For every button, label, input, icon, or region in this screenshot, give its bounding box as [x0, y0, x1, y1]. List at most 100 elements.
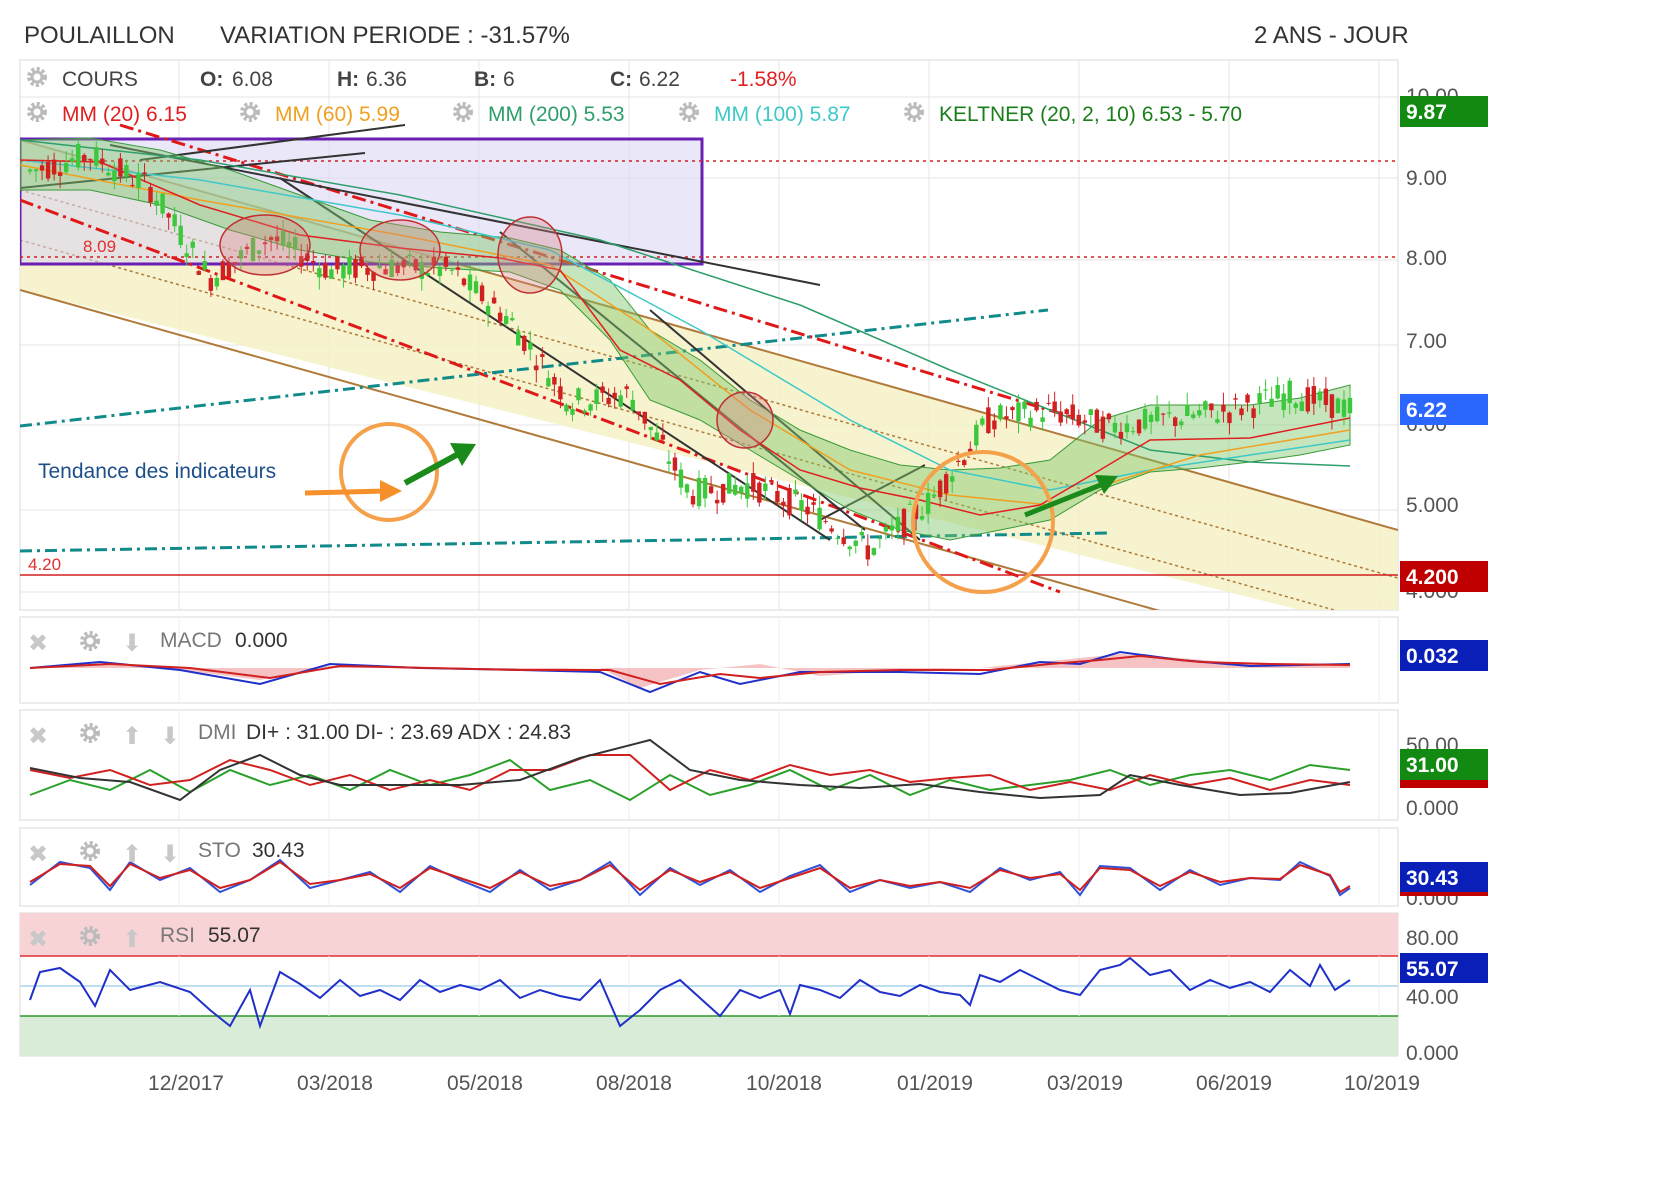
candle-body [714, 499, 720, 504]
candle-body [51, 159, 57, 175]
candle-body [365, 268, 370, 275]
legend-close: 6.22 [639, 68, 680, 91]
candle-body [1040, 417, 1045, 422]
arrow-up-icon[interactable]: ⬆ [122, 926, 142, 953]
candle-body [1251, 408, 1256, 418]
candle-body [1191, 414, 1196, 418]
candle-body [1046, 402, 1051, 404]
candle-body [540, 354, 545, 357]
candle-body [437, 267, 443, 277]
candle-body [94, 147, 99, 166]
candle-body [172, 214, 177, 227]
candle-body [383, 269, 388, 275]
candle-body [106, 172, 111, 176]
badge-last: 6.22 [1406, 399, 1447, 422]
candle-body [974, 424, 979, 446]
candle-body [335, 256, 340, 270]
candle-body [353, 258, 358, 278]
candle-body [202, 261, 207, 270]
candle-body [33, 169, 39, 172]
candle-body [214, 277, 220, 287]
arrow-down-icon[interactable]: ⬇ [160, 723, 180, 750]
x-tick: 05/2018 [447, 1072, 523, 1095]
candle-body [895, 516, 901, 531]
candle-body [980, 418, 985, 425]
candle-body [781, 501, 786, 506]
candle-body [913, 504, 919, 520]
arrow-up-icon[interactable]: ⬆ [122, 841, 142, 868]
candle-body [1239, 408, 1244, 416]
candle-body [359, 256, 364, 267]
candle-body [166, 213, 171, 218]
candle-body [582, 410, 587, 413]
candle-body [660, 434, 666, 440]
candle-body [642, 411, 647, 424]
orange-circle [911, 450, 1055, 594]
candle-body [184, 253, 189, 258]
period-selector[interactable]: 2 ANS - JOUR [1254, 22, 1409, 49]
candle-body [160, 193, 165, 214]
candle-body [811, 502, 816, 505]
svg-text:9.00: 9.00 [1406, 167, 1447, 190]
green-arrow [403, 449, 464, 486]
candle-body [1166, 412, 1172, 414]
candle-body [739, 486, 744, 494]
candle-body [1082, 420, 1087, 423]
close-icon[interactable]: ✖ [28, 630, 48, 657]
candle-body [931, 494, 937, 497]
candle-body [407, 254, 412, 257]
candle-body [1052, 401, 1057, 412]
candle-body [696, 477, 702, 507]
candle-body [799, 500, 804, 511]
candle-body [636, 411, 641, 415]
candle-body [1221, 404, 1226, 412]
trend-annotation: Tendance des indicateurs [38, 460, 276, 483]
candle-body [293, 236, 298, 250]
candle-body [317, 268, 322, 278]
arrow-down-icon[interactable]: ⬇ [122, 630, 142, 657]
close-icon[interactable]: ✖ [28, 926, 48, 953]
candle-body [859, 531, 864, 536]
candle-body [612, 392, 617, 399]
candle-body [919, 516, 925, 520]
candle-body [329, 269, 334, 279]
symbol-name: POULAILLON [24, 22, 175, 49]
candle-body [968, 448, 973, 453]
keltner-band [20, 137, 1351, 541]
candle-body [956, 460, 961, 463]
mm100-line [20, 159, 1351, 491]
candle-body [323, 263, 328, 278]
candle-body [600, 386, 605, 393]
close-icon[interactable]: ✖ [28, 723, 48, 750]
candle-body [787, 488, 792, 516]
candle-body [763, 483, 768, 491]
candle-body [268, 237, 274, 241]
candle-body [509, 318, 515, 321]
candle-body [220, 261, 226, 281]
arrow-up-icon[interactable]: ⬆ [122, 723, 142, 750]
candle-body [1197, 410, 1202, 416]
candle-body [733, 484, 738, 495]
candle-body [208, 278, 214, 291]
candle-body [1130, 431, 1136, 433]
candle-body [238, 250, 244, 259]
mm60-line [20, 164, 1351, 506]
level-label-420: 4.20 [28, 555, 61, 574]
candle-body [250, 237, 256, 262]
candle-body [1233, 398, 1238, 400]
arrow-down-icon[interactable]: ⬇ [160, 841, 180, 868]
candle-body [546, 377, 551, 387]
candle-body [877, 538, 883, 540]
close-icon[interactable]: ✖ [28, 841, 48, 868]
candle-body [497, 312, 503, 322]
svg-text:5.000: 5.000 [1406, 494, 1459, 517]
candle-body [720, 483, 726, 503]
legend-mm60: MM (60) 5.99 [275, 103, 400, 126]
price-y-axis: 10.00 9.00 8.00 7.00 6.00 5.000 4.000 [1406, 85, 1459, 603]
candle-body [1148, 414, 1154, 423]
candle-body [341, 264, 346, 279]
chart-header: POULAILLON VARIATION PERIODE : -31.57% 2… [0, 0, 1678, 62]
candle-body [425, 272, 431, 276]
candle-body [244, 246, 250, 250]
candle-body [907, 503, 913, 505]
